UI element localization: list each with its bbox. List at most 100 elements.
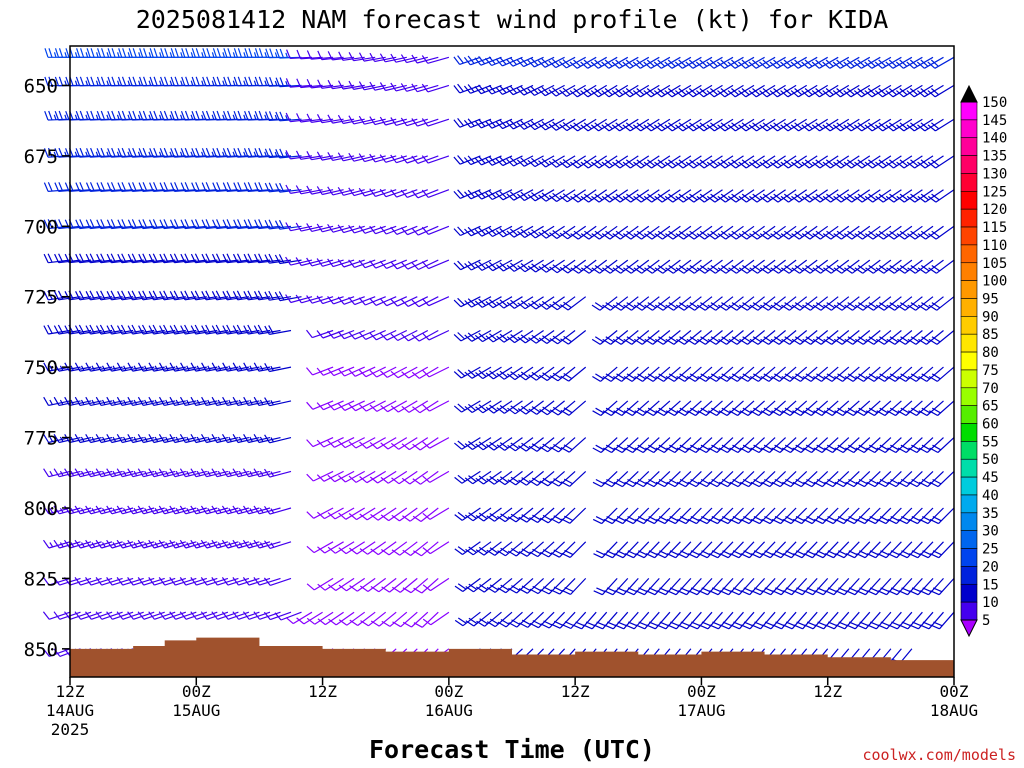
wind-barb — [306, 611, 334, 625]
wind-barb — [739, 366, 765, 382]
wind-barb — [85, 611, 113, 620]
wind-barb — [95, 611, 123, 620]
wind-barb — [677, 577, 702, 596]
wind-barb — [528, 470, 555, 487]
wind-barb — [875, 296, 902, 311]
wind-barb — [624, 470, 650, 488]
wind-barb — [137, 362, 165, 372]
wind-barb — [380, 541, 408, 556]
wind-barb — [824, 437, 850, 454]
wind-barb — [169, 362, 197, 372]
wind-barb — [359, 541, 387, 555]
wind-barb — [463, 55, 492, 66]
colorbar-label: 135 — [982, 149, 1007, 165]
wind-barb — [527, 56, 555, 68]
wind-barb — [507, 507, 534, 523]
wind-barb — [402, 577, 429, 594]
wind-barb — [602, 296, 629, 311]
wind-barb — [233, 182, 260, 192]
wind-barb — [337, 296, 365, 305]
colorbar-segment — [960, 173, 978, 192]
wind-barb — [591, 296, 618, 311]
wind-barb — [751, 541, 776, 559]
wind-barb — [602, 259, 629, 274]
wind-barb — [106, 324, 134, 335]
wind-barb — [844, 400, 871, 417]
wind-barb — [591, 259, 618, 274]
wind-barb — [275, 77, 302, 88]
wind-barb — [243, 253, 271, 264]
wind-barb — [95, 362, 123, 372]
wind-barb — [633, 259, 660, 274]
wind-barb — [43, 433, 71, 444]
wind-barb — [306, 151, 334, 161]
wind-barb — [243, 219, 271, 230]
wind-barb — [675, 259, 702, 274]
wind-barb — [665, 296, 692, 311]
wind-barb — [222, 253, 249, 264]
wind-barb — [740, 541, 766, 559]
wind-barb — [919, 541, 944, 559]
wind-barb — [306, 437, 334, 448]
wind-barb — [550, 577, 576, 595]
wind-barb — [222, 182, 249, 192]
wind-barb — [180, 253, 207, 264]
wind-barb — [190, 253, 218, 264]
wind-barb — [844, 259, 871, 274]
wind-barb — [422, 366, 450, 378]
wind-barb — [232, 433, 260, 444]
wind-barb — [698, 577, 723, 596]
wind-barb — [645, 507, 671, 525]
wind-barb — [360, 611, 387, 627]
wind-barb — [254, 253, 281, 264]
wind-barb — [760, 330, 786, 345]
wind-barb — [412, 400, 439, 414]
wind-barb — [475, 507, 502, 522]
credit-text[interactable]: coolwx.com/models — [862, 746, 1016, 764]
colorbar-label: 65 — [982, 399, 999, 415]
wind-barb — [624, 437, 650, 454]
wind-barb — [338, 507, 366, 520]
wind-barb — [327, 366, 355, 377]
wind-barb — [739, 330, 765, 345]
wind-barb — [623, 296, 650, 311]
wind-barb — [835, 541, 860, 559]
wind-barb — [265, 76, 292, 87]
wind-barb — [497, 541, 523, 557]
wind-barb — [782, 577, 808, 596]
wind-barb — [359, 577, 387, 592]
wind-barb — [550, 541, 576, 558]
wind-barb — [771, 400, 797, 417]
wind-barb — [749, 366, 776, 382]
wind-barb — [635, 541, 660, 559]
wind-barb — [720, 611, 744, 630]
wind-barb — [887, 437, 913, 454]
wind-barb — [719, 577, 744, 596]
wind-barb — [390, 296, 418, 307]
wind-barb — [421, 155, 450, 164]
wind-barb — [686, 259, 713, 274]
wind-barb — [644, 366, 671, 382]
wind-barb — [138, 290, 165, 301]
wind-barb — [772, 577, 797, 596]
wind-barb — [379, 188, 407, 198]
colorbar-segment — [960, 494, 978, 514]
wind-barb — [740, 577, 766, 596]
wind-barb — [485, 189, 513, 201]
wind-barb — [886, 259, 913, 274]
wind-barb — [834, 366, 860, 382]
wind-barb — [886, 400, 913, 417]
y-tick-label: 800 — [24, 498, 58, 520]
wind-barb — [624, 541, 650, 559]
wind-barb — [761, 507, 787, 525]
wind-barb — [465, 541, 492, 556]
wind-barb — [927, 56, 955, 69]
wind-barb — [380, 400, 408, 413]
wind-barb — [687, 470, 713, 488]
wind-barb — [327, 507, 355, 520]
wind-barb — [463, 118, 492, 129]
wind-barb — [908, 541, 934, 559]
x-tick-label: 00Z — [182, 682, 211, 701]
wind-barb — [686, 330, 713, 345]
wind-barb — [728, 259, 755, 274]
